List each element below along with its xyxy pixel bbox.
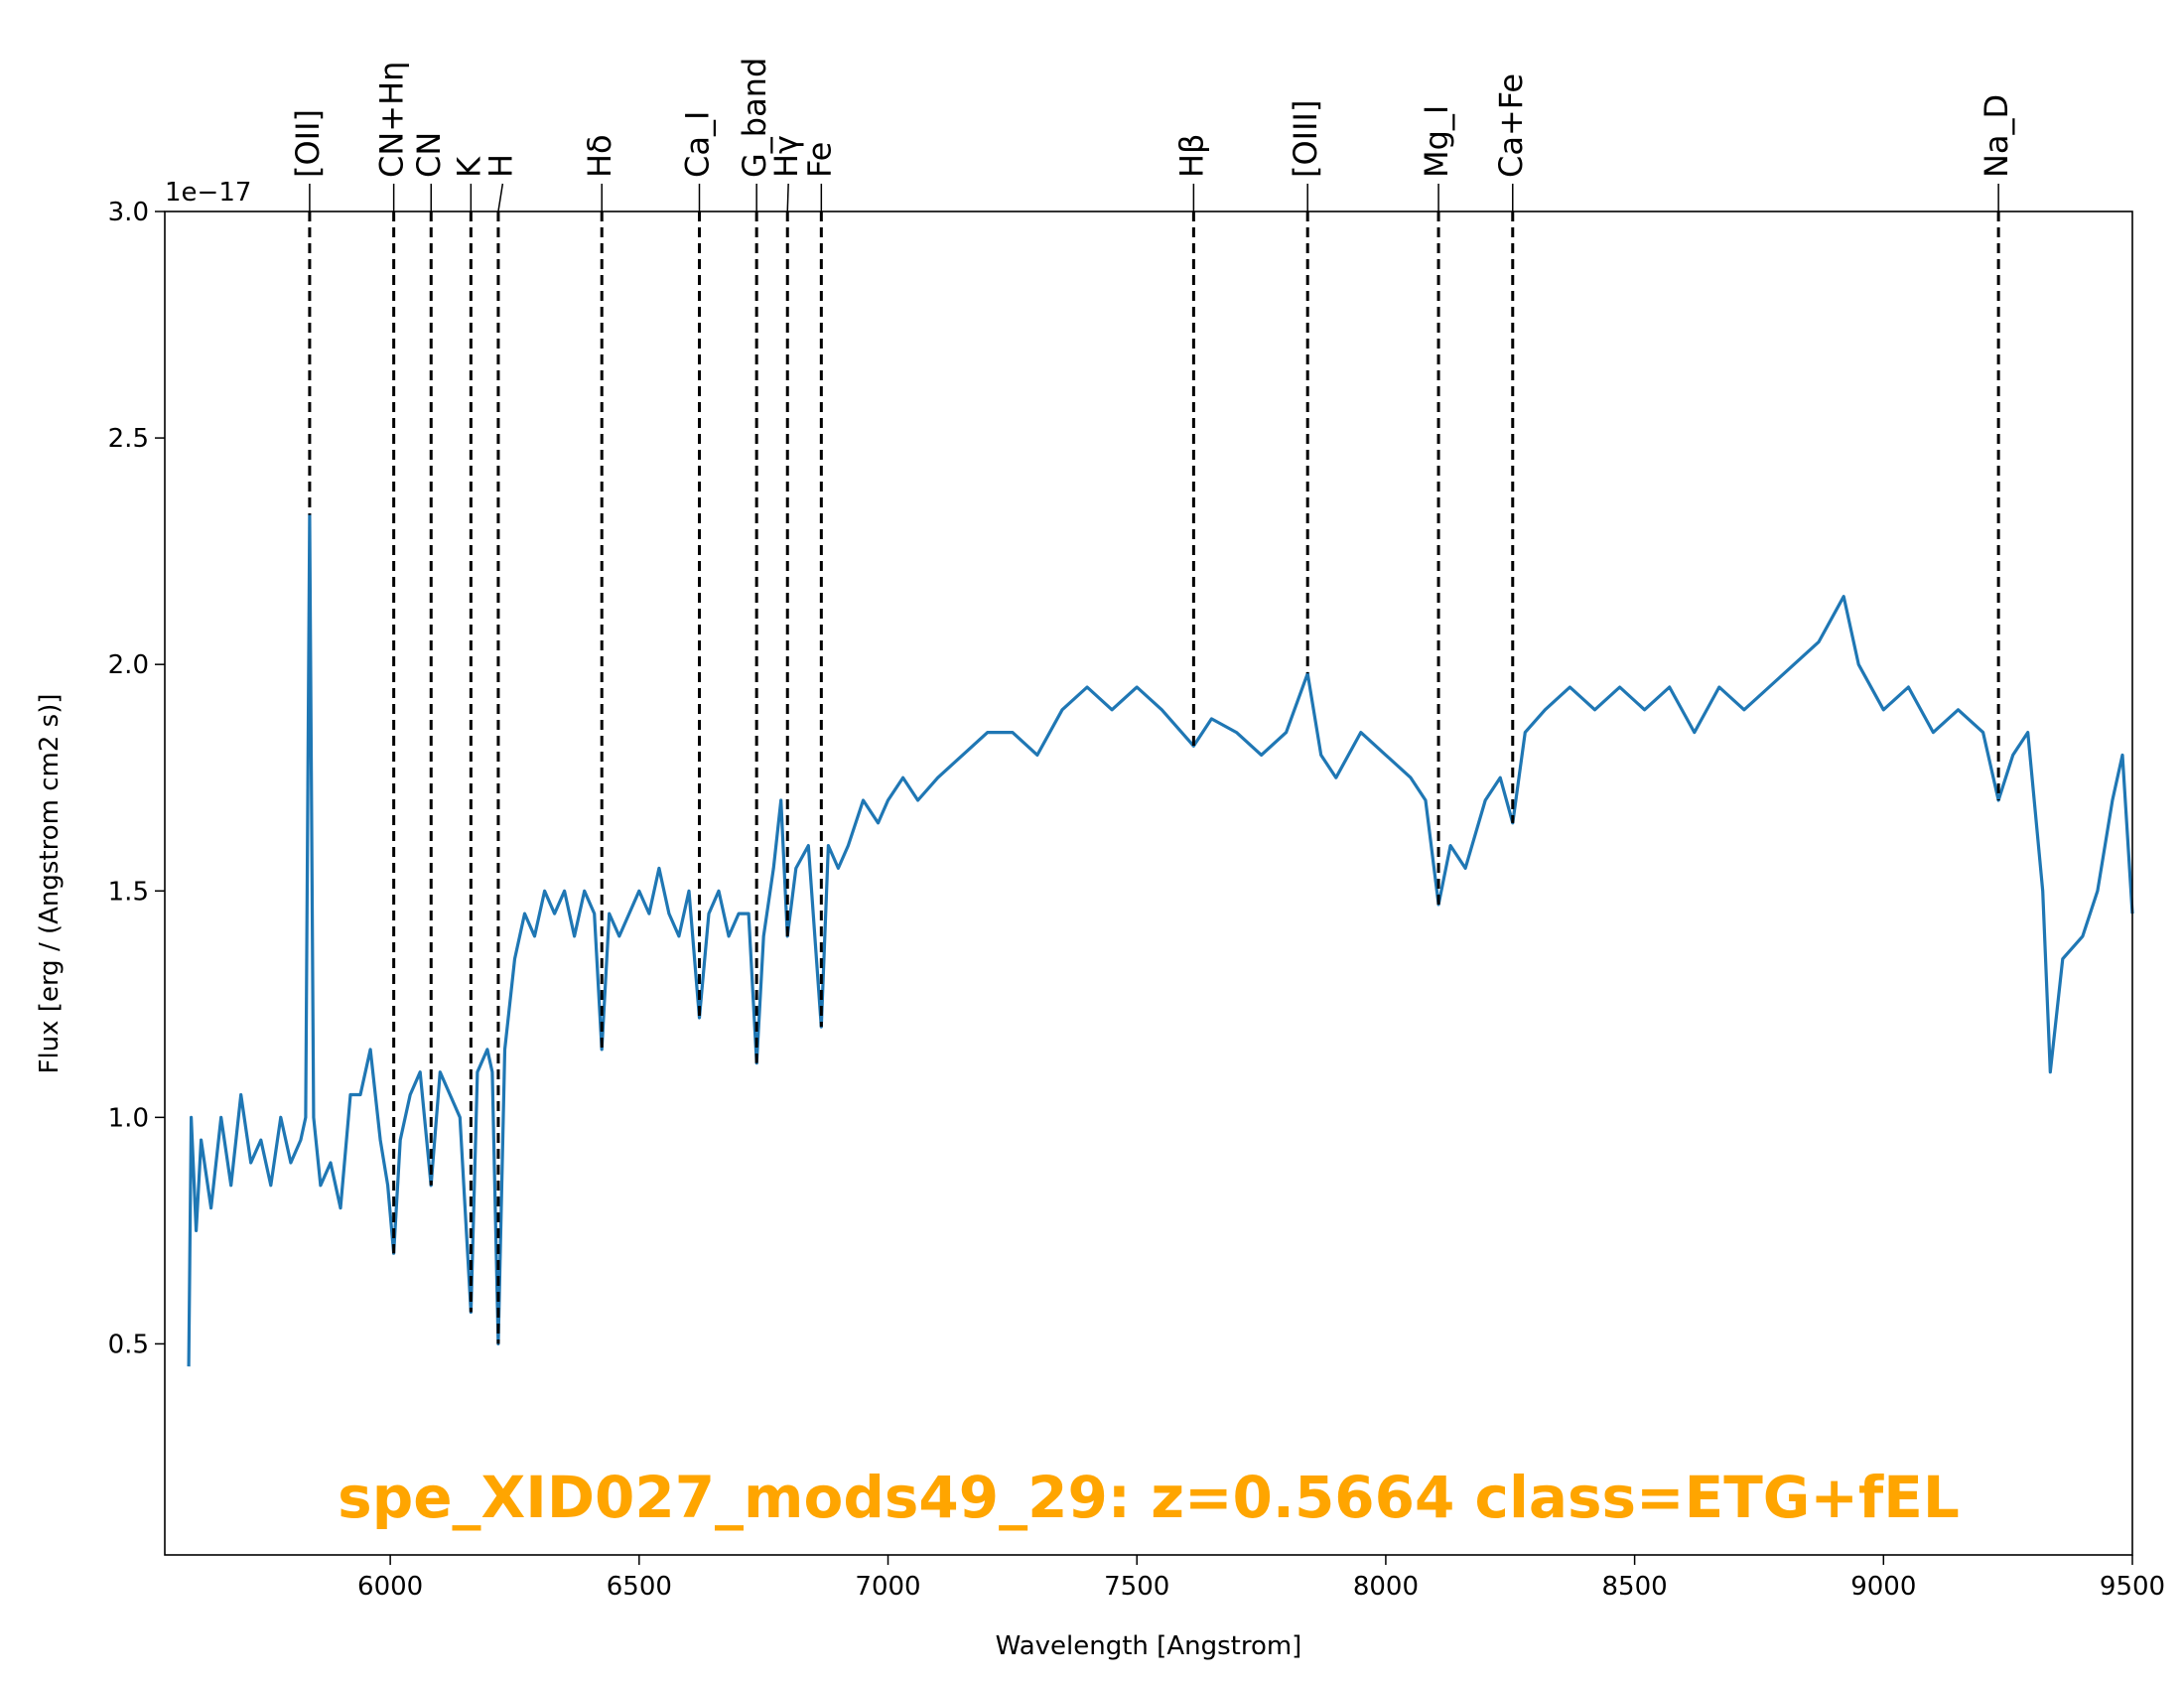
leader: [786, 183, 789, 212]
x-tick-label: 7500: [1104, 1572, 1169, 1602]
line-label: Hδ: [581, 134, 618, 178]
x-tick-label: 9500: [2100, 1572, 2165, 1602]
line-label: Ca_I: [678, 111, 716, 178]
line-label: K: [450, 156, 487, 178]
plot-frame: [164, 211, 2133, 1556]
x-tick-label: 9000: [1850, 1572, 1916, 1602]
line-label: H: [481, 154, 519, 178]
spectrum-line: [187, 513, 2134, 1367]
leader: [497, 183, 504, 212]
y-tick-label: 2.5: [108, 424, 149, 454]
y-offset-label: 1e−17: [165, 178, 251, 208]
x-tick-label: 8500: [1602, 1572, 1668, 1602]
line-label: Fe: [800, 142, 838, 178]
y-tick-label: 1.5: [108, 877, 149, 907]
y-tick-label: 1.0: [108, 1103, 149, 1133]
line-label: CN+Hη: [373, 62, 411, 178]
line-label: CN: [410, 132, 448, 178]
x-axis-label: Wavelength [Angstrom]: [996, 1631, 1302, 1661]
x-tick-label: 7000: [855, 1572, 920, 1602]
plot-title: spe_XID027_mods49_29: z=0.5664 class=ETG…: [338, 1464, 1960, 1531]
line-label: Mg_I: [1418, 105, 1455, 178]
y-tick-label: 0.5: [108, 1330, 149, 1359]
y-tick-label: 2.0: [108, 650, 149, 680]
line-label: G_band: [736, 58, 773, 178]
line-label: Hγ: [767, 135, 805, 178]
line-label: [OIII]: [1287, 100, 1324, 178]
y-axis-label: Flux [erg / (Angstrom cm2 s)]: [35, 693, 65, 1073]
line-label: Na_D: [1978, 94, 2015, 178]
x-tick-label: 8000: [1353, 1572, 1419, 1602]
x-tick-label: 6000: [357, 1572, 423, 1602]
x-tick-label: 6500: [607, 1572, 672, 1602]
y-tick-label: 3.0: [108, 198, 149, 227]
line-label: Ca+Fe: [1492, 73, 1530, 178]
line-label: [OII]: [289, 109, 327, 178]
line-label: Hβ: [1172, 134, 1210, 178]
